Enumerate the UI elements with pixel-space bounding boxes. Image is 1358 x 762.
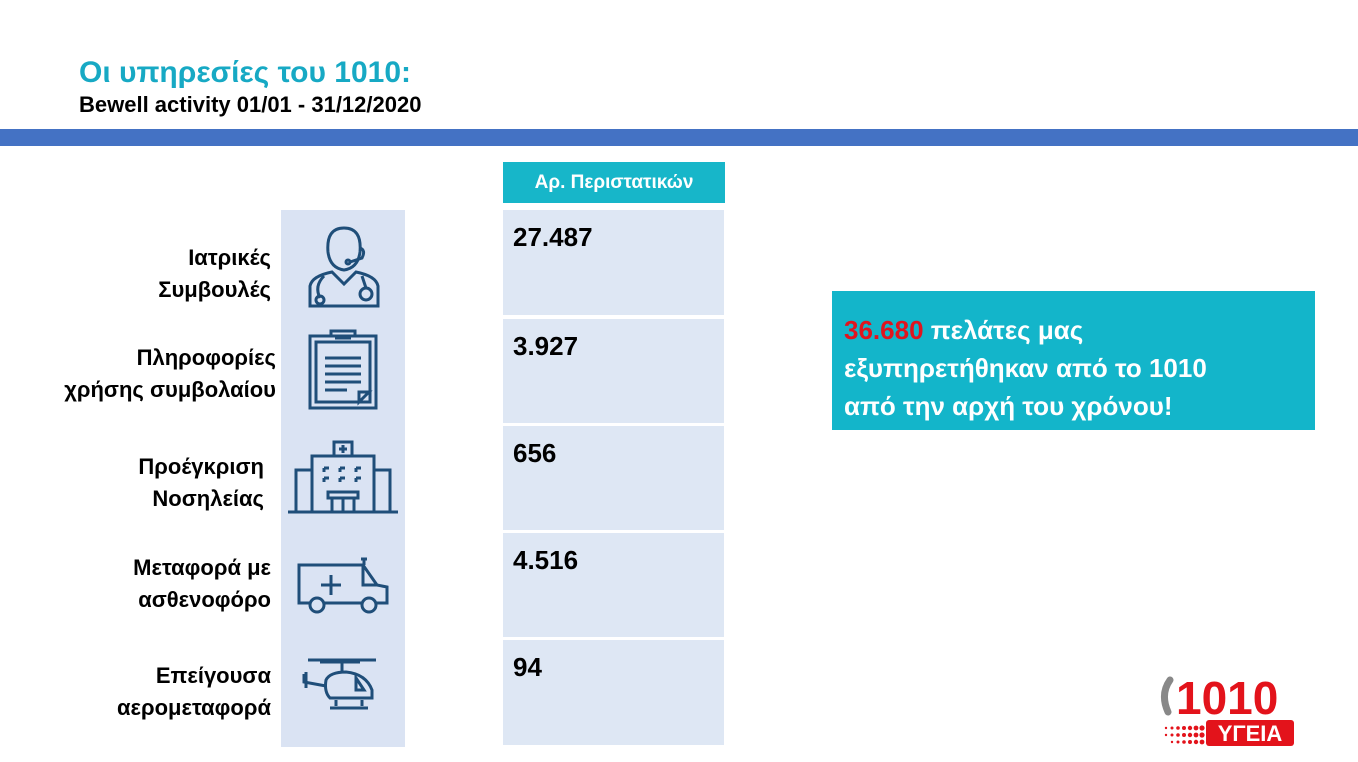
table-cell-value: 656 (503, 426, 724, 530)
page-subtitle: Bewell activity 01/01 - 31/12/2020 (79, 92, 422, 117)
page-title: Οι υπηρεσίες του 1010: (79, 56, 411, 89)
svg-text:ΥΓΕΙΑ: ΥΓΕΙΑ (1218, 721, 1283, 746)
column-header: Αρ. Περιστατικών (503, 162, 725, 203)
ambulance-icon (297, 557, 389, 615)
row-label-contract: Πληροφορίες χρήσης συμβολαίου (16, 342, 276, 406)
table-cell-value: 27.487 (503, 210, 724, 315)
summary-callout: 36.680 πελάτες μας εξυπηρετήθηκαν από το… (832, 291, 1315, 430)
callout-text: από την αρχή του χρόνου! (844, 391, 1173, 421)
callout-text: πελάτες μας (923, 315, 1084, 345)
svg-text:1010: 1010 (1176, 672, 1278, 724)
table-cell-value: 4.516 (503, 533, 724, 637)
label-line: Πληροφορίες (136, 345, 276, 370)
header-divider (0, 129, 1358, 146)
clipboard-icon (307, 328, 379, 412)
label-line: Μεταφορά με (133, 555, 271, 580)
label-line: Ιατρικές (188, 245, 271, 270)
label-line: Προέγκριση (138, 454, 264, 479)
label-line: ασθενοφόρο (138, 587, 271, 612)
label-line: Νοσηλείας (152, 486, 264, 511)
total-clients-number: 36.680 (844, 315, 924, 345)
table-cell-value: 94 (503, 640, 724, 745)
label-line: Συμβουλές (158, 277, 271, 302)
callout-text: εξυπηρετήθηκαν από το 1010 (844, 353, 1207, 383)
table-cell-value: 3.927 (503, 319, 724, 423)
label-line: χρήσης συμβολαίου (64, 377, 276, 402)
row-label-air: Επείγουσα αερομεταφορά (51, 660, 271, 724)
row-label-medical: Ιατρικές Συμβουλές (51, 242, 271, 306)
label-line: Επείγουσα (155, 663, 271, 688)
row-label-preapproval: Προέγκριση Νοσηλείας (44, 451, 264, 515)
helicopter-icon (300, 656, 380, 712)
logo-1010-ygeia: 1010 ΥΓΕΙΑ (1158, 672, 1298, 753)
doctor-headset-icon (300, 222, 386, 310)
label-line: αερομεταφορά (117, 695, 271, 720)
row-label-ambulance: Μεταφορά με ασθενοφόρο (51, 552, 271, 616)
hospital-icon (288, 440, 398, 514)
